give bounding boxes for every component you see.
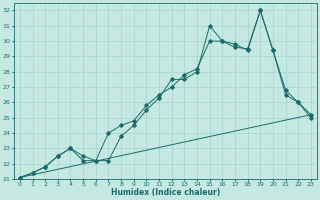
X-axis label: Humidex (Indice chaleur): Humidex (Indice chaleur) xyxy=(111,188,220,197)
